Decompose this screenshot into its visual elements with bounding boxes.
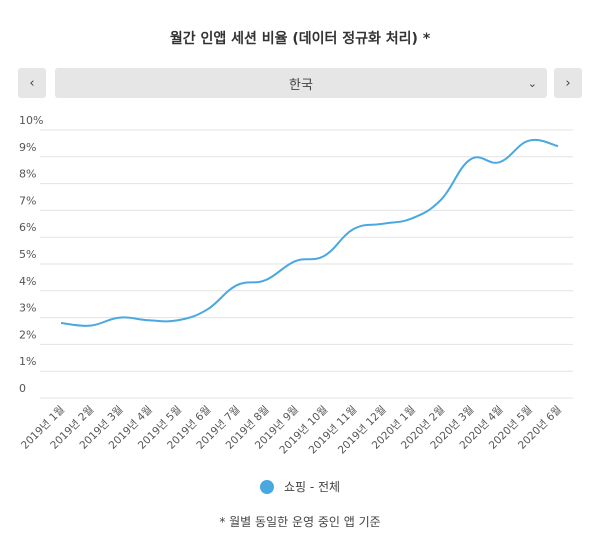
- chevron-down-icon: ⌄: [527, 76, 537, 90]
- y-tick-label: 0: [19, 382, 26, 395]
- y-tick-label: 1%: [19, 355, 36, 368]
- y-tick-label: 5%: [19, 248, 36, 261]
- chevron-right-icon: ›: [565, 75, 571, 91]
- selected-country: 한국: [289, 77, 313, 93]
- y-tick-label: 2%: [19, 328, 36, 341]
- chevron-left-icon: ‹: [29, 75, 35, 91]
- next-button[interactable]: ›: [554, 68, 582, 98]
- y-tick-label: 8%: [19, 168, 36, 181]
- y-tick-label: 10%: [19, 114, 43, 127]
- legend-marker: [259, 479, 274, 494]
- y-tick-label: 6%: [19, 221, 36, 234]
- series-line: [60, 138, 559, 327]
- footnote: * 월별 동일한 운영 중인 앱 기준: [219, 515, 381, 529]
- country-select[interactable]: 한국 ⌄: [55, 68, 547, 98]
- prev-button[interactable]: ‹: [18, 68, 46, 98]
- chart-title: 월간 인앱 세션 비율 (데이터 정규화 처리) *: [169, 31, 431, 47]
- legend-label: 쇼핑 - 전체: [283, 480, 341, 494]
- legend[interactable]: 쇼핑 - 전체: [0, 478, 600, 495]
- y-tick-label: 7%: [19, 194, 36, 207]
- y-tick-label: 3%: [19, 302, 36, 315]
- y-tick-label: 4%: [19, 275, 36, 288]
- y-tick-label: 9%: [19, 141, 36, 154]
